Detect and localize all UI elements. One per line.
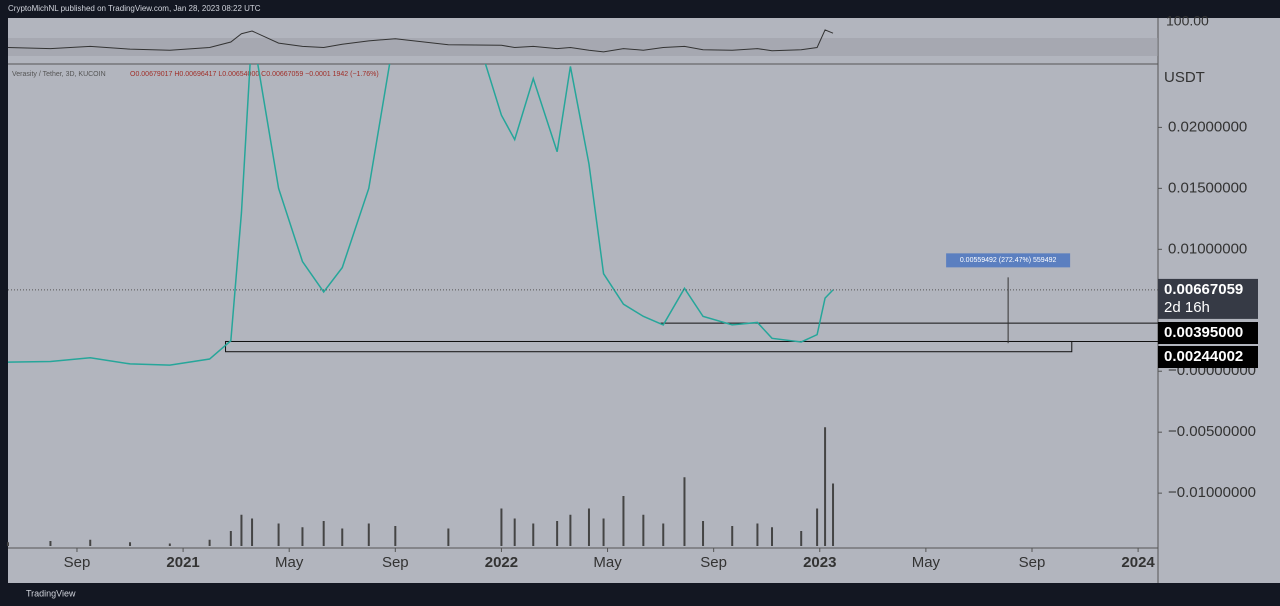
measure-tag bbox=[946, 253, 1071, 268]
level-label: 0.00244002 bbox=[1164, 348, 1243, 365]
currency: USDT bbox=[1164, 69, 1205, 86]
volume-bar bbox=[301, 527, 304, 546]
measure-label: 0.00559492 (272.47%) 559492 bbox=[960, 257, 1057, 264]
volume-bar bbox=[341, 528, 344, 546]
volume-bar bbox=[800, 531, 803, 546]
volume-bar bbox=[832, 483, 835, 546]
volume-bar bbox=[622, 496, 625, 546]
rsi-line bbox=[7, 29, 834, 53]
x-tick-label: May bbox=[275, 554, 304, 571]
rsi-label: 100.00 bbox=[1166, 13, 1209, 29]
countdown: 2d 16h bbox=[1164, 299, 1210, 316]
x-tick-label: 2022 bbox=[485, 554, 518, 571]
volume-bar bbox=[394, 526, 397, 546]
volume-bar bbox=[771, 527, 774, 546]
volume-bar bbox=[322, 521, 325, 546]
y-tick-label: −0.01000000 bbox=[1168, 484, 1256, 501]
volume-bar bbox=[702, 521, 705, 546]
volume-bar bbox=[277, 523, 280, 546]
volume-bar bbox=[240, 514, 243, 546]
x-tick-label: Sep bbox=[382, 554, 409, 571]
plot-bg bbox=[8, 18, 1158, 583]
x-tick-label: May bbox=[912, 554, 941, 571]
rsi-band bbox=[8, 38, 1158, 56]
volume-bar bbox=[500, 508, 503, 546]
level-label: 0.00395000 bbox=[1164, 324, 1243, 341]
header: CryptoMichNL published on TradingView.co… bbox=[8, 4, 261, 13]
y-tick-label: −0.00500000 bbox=[1168, 423, 1256, 440]
volume-bar bbox=[587, 508, 590, 546]
x-tick-label: 2024 bbox=[1121, 554, 1155, 571]
level-tag bbox=[1158, 322, 1258, 344]
volume-bar bbox=[602, 518, 605, 546]
volume-bar bbox=[532, 523, 535, 546]
volume-bar bbox=[208, 539, 211, 546]
volume-bar bbox=[7, 542, 9, 546]
volume-bar bbox=[49, 541, 52, 546]
x-tick-label: 2021 bbox=[166, 554, 199, 571]
volume-bar bbox=[556, 521, 559, 546]
ohlc: O0.00679017 H0.00696417 L0.00654000 C0.0… bbox=[130, 71, 379, 78]
volume-bar bbox=[251, 518, 254, 546]
x-tick-label: Sep bbox=[700, 554, 727, 571]
volume-bar bbox=[129, 542, 132, 546]
volume-bar bbox=[662, 523, 665, 546]
volume-bar bbox=[168, 543, 171, 546]
volume-bar bbox=[513, 518, 516, 546]
y-tick-label: 0.01500000 bbox=[1168, 179, 1247, 196]
volume-bar bbox=[569, 514, 572, 546]
x-tick-label: May bbox=[593, 554, 622, 571]
x-tick-label: Sep bbox=[64, 554, 91, 571]
price-pane bbox=[8, 64, 1158, 366]
y-tick-label: 0.02000000 bbox=[1168, 118, 1247, 135]
volume-bar bbox=[367, 523, 370, 546]
volume-bar bbox=[816, 508, 819, 546]
volume-bar bbox=[229, 531, 232, 546]
volume-bar bbox=[683, 477, 686, 546]
y-tick-label: 0.01000000 bbox=[1168, 240, 1247, 257]
last-price-tag bbox=[1158, 278, 1258, 319]
footer: TradingView bbox=[26, 588, 76, 598]
volume-bar bbox=[642, 514, 645, 546]
volume-bar bbox=[756, 523, 759, 546]
volume-bar bbox=[89, 539, 92, 546]
price-line bbox=[8, 64, 834, 366]
last-price-label: 0.00667059 bbox=[1164, 281, 1243, 298]
volume-bar bbox=[731, 526, 734, 546]
volume-bar bbox=[447, 528, 450, 546]
level-tag bbox=[1158, 346, 1258, 368]
volume-bar bbox=[824, 427, 827, 546]
x-tick-label: 2023 bbox=[803, 554, 836, 571]
legend: Verasity / Tether, 3D, KUCOIN bbox=[12, 71, 106, 78]
x-tick-label: Sep bbox=[1019, 554, 1046, 571]
